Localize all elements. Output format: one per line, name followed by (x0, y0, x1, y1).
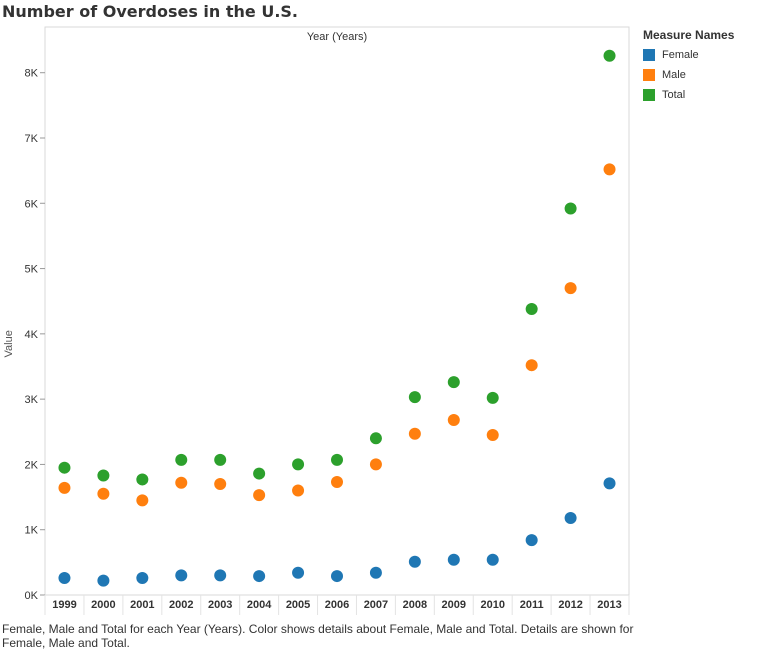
point-male-2005 (292, 484, 305, 497)
point-female-2007 (369, 566, 382, 579)
x-tick-label: 2010 (480, 599, 504, 611)
point-female-2008 (408, 555, 421, 568)
point-female-2011 (525, 534, 538, 547)
point-male-2009 (447, 414, 460, 427)
point-total-2011 (525, 303, 538, 316)
point-total-2009 (447, 376, 460, 389)
x-tick-label: 2005 (286, 599, 310, 611)
point-total-2007 (369, 432, 382, 445)
point-female-2004 (253, 570, 266, 583)
legend-swatch-male (643, 69, 655, 81)
legend-title: Measure Names (643, 28, 735, 42)
point-total-2006 (331, 453, 343, 466)
y-tick-label: 4K (25, 329, 39, 341)
x-tick-label: 2007 (364, 599, 388, 611)
x-tick-label: 2006 (325, 599, 349, 611)
y-tick-label: 2K (25, 459, 39, 471)
point-female-2010 (486, 553, 499, 566)
legend-swatch-female (643, 49, 655, 61)
y-axis-title: Value (3, 330, 15, 357)
x-tick-label: 2000 (91, 599, 115, 611)
point-female-2002 (175, 569, 188, 582)
x-tick-label: 2001 (130, 599, 154, 611)
point-female-2003 (214, 569, 227, 582)
x-tick-label: 2004 (247, 599, 272, 611)
point-total-2013 (603, 49, 616, 62)
point-total-2008 (408, 391, 421, 404)
point-total-2004 (253, 467, 266, 480)
y-tick-label: 5K (25, 264, 39, 276)
point-total-2010 (486, 391, 499, 404)
point-male-2008 (408, 427, 421, 440)
point-male-2011 (525, 359, 538, 372)
point-female-2005 (292, 566, 305, 579)
point-female-2001 (136, 572, 149, 585)
y-tick-label: 3K (25, 394, 39, 406)
x-tick-label: 2011 (520, 599, 544, 611)
x-tick-label: 2008 (403, 599, 427, 611)
point-total-2005 (292, 458, 305, 471)
point-male-2002 (175, 476, 188, 489)
legend-label-female: Female (662, 49, 699, 61)
x-tick-label: 1999 (52, 599, 76, 611)
y-tick-label: 7K (25, 133, 39, 145)
point-total-1999 (58, 461, 71, 474)
point-male-2012 (564, 282, 577, 295)
point-total-2003 (214, 453, 227, 466)
y-tick-label: 6K (25, 198, 39, 210)
legend-item-female[interactable]: Female (643, 45, 734, 65)
point-total-2002 (175, 453, 188, 466)
x-tick-label: 2002 (169, 599, 193, 611)
point-female-2009 (447, 553, 460, 566)
legend-label-male: Male (662, 69, 686, 81)
plot-area (44, 26, 630, 596)
chart-title: Number of Overdoses in the U.S. (2, 2, 299, 21)
point-male-2001 (136, 494, 149, 507)
y-tick-label: 8K (25, 68, 39, 80)
y-tick-label: 1K (25, 525, 39, 537)
legend-swatch-total (643, 89, 655, 101)
point-male-2006 (331, 476, 343, 489)
chart-caption: Female, Male and Total for each Year (Ye… (2, 622, 634, 650)
point-female-2013 (603, 477, 616, 490)
y-tick-label: 0K (25, 590, 39, 602)
legend-label-total: Total (662, 89, 686, 101)
point-total-2000 (97, 469, 110, 482)
point-female-2000 (97, 574, 110, 587)
x-tick-label: 2009 (442, 599, 466, 611)
point-female-1999 (58, 572, 71, 585)
point-total-2012 (564, 202, 577, 215)
point-male-2010 (486, 429, 499, 442)
point-female-2006 (331, 570, 343, 583)
point-male-2003 (214, 478, 227, 491)
point-male-2004 (253, 489, 266, 502)
point-female-2012 (564, 511, 577, 524)
x-tick-label: 2012 (558, 599, 582, 611)
point-male-2000 (97, 487, 110, 500)
point-male-1999 (58, 481, 71, 494)
point-male-2013 (603, 163, 616, 176)
legend: Measure Names Female Male Total (643, 28, 734, 105)
legend-item-male[interactable]: Male (643, 65, 734, 85)
point-male-2007 (369, 458, 382, 471)
x-axis-title: Year (Years) (307, 31, 367, 43)
point-total-2001 (136, 473, 149, 486)
x-tick-label: 2003 (208, 599, 232, 611)
x-tick-label: 2013 (597, 599, 621, 611)
legend-item-total[interactable]: Total (643, 85, 734, 105)
